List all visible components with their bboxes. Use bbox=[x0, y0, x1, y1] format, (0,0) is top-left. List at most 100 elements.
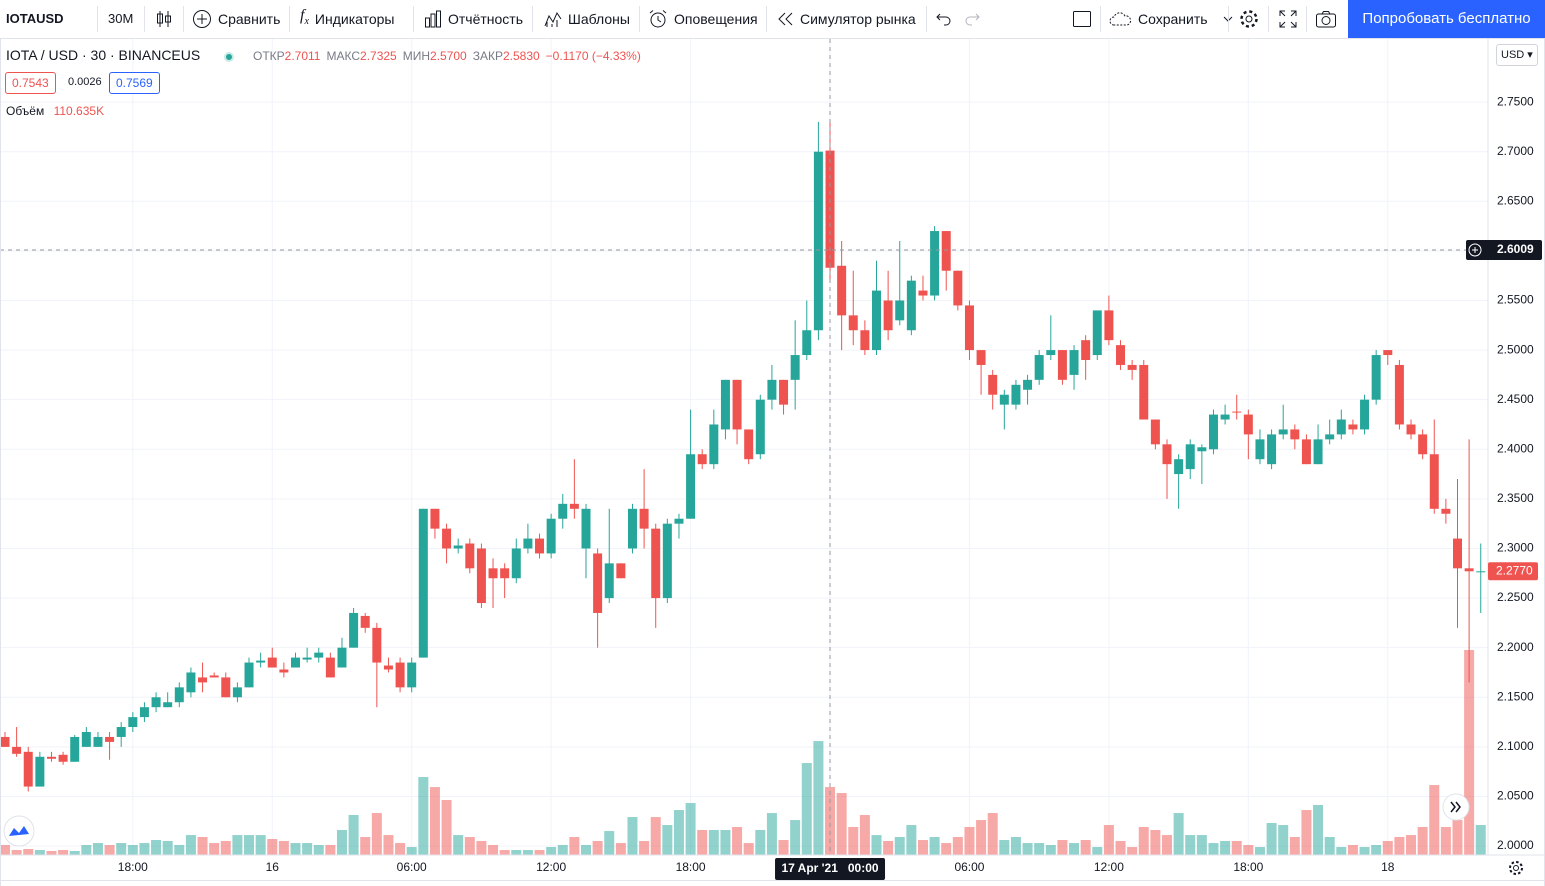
candle-body bbox=[1116, 345, 1126, 365]
y-tick-label: 2.2000 bbox=[1497, 640, 1534, 654]
ohlc-name: МИН bbox=[402, 49, 431, 63]
volume-bar bbox=[1208, 843, 1219, 855]
volume-bar bbox=[116, 843, 127, 855]
volume-bar bbox=[952, 837, 963, 855]
candle-body bbox=[535, 538, 545, 554]
divider bbox=[1268, 6, 1269, 32]
x-tick-label: 16 bbox=[266, 860, 280, 874]
settings-button[interactable] bbox=[1239, 0, 1259, 38]
candle-body bbox=[81, 731, 91, 747]
candle-body bbox=[325, 657, 335, 678]
candle-body bbox=[1267, 434, 1277, 465]
volume-bar bbox=[267, 839, 278, 855]
volume-bar bbox=[1440, 826, 1451, 855]
chart-type-button[interactable] bbox=[156, 0, 172, 38]
divider bbox=[532, 6, 533, 32]
candle-body bbox=[163, 702, 173, 708]
volume-bar bbox=[1080, 840, 1091, 855]
candle-body bbox=[0, 736, 10, 747]
volume-bar bbox=[1196, 835, 1207, 855]
volume-bar bbox=[685, 803, 696, 855]
toolbar: IOTAUSD 30M Сравнить fx Индикаторы Отчёт… bbox=[0, 0, 1545, 39]
status-dot-icon bbox=[224, 52, 234, 62]
camera-icon bbox=[1316, 11, 1336, 28]
candle-body bbox=[558, 503, 568, 519]
axis-settings-icon bbox=[1509, 861, 1523, 875]
currency-button[interactable]: USD ▾ bbox=[1496, 44, 1538, 66]
compare-button[interactable]: Сравнить bbox=[192, 0, 280, 38]
snapshot-button[interactable] bbox=[1315, 0, 1337, 38]
layout-button[interactable] bbox=[1072, 0, 1092, 38]
volume-bar bbox=[1429, 785, 1440, 855]
candle-body bbox=[1453, 538, 1462, 569]
volume-bar bbox=[1475, 825, 1486, 855]
volume-bar bbox=[859, 815, 870, 855]
volume-bar bbox=[1034, 843, 1045, 855]
volume-bar bbox=[336, 829, 347, 855]
candle-body bbox=[1104, 310, 1114, 341]
candle-body bbox=[569, 503, 579, 509]
volume-bar bbox=[1324, 837, 1335, 855]
try-free-button[interactable]: Попробовать бесплатно bbox=[1348, 0, 1545, 38]
axis-settings-center bbox=[1513, 865, 1519, 871]
candle-body bbox=[1348, 424, 1358, 430]
x-tick-label: 12:00 bbox=[536, 860, 566, 874]
divider bbox=[1228, 6, 1229, 32]
templates-button[interactable]: Шаблоны bbox=[544, 0, 630, 38]
volume-bar bbox=[255, 835, 266, 855]
candle-body bbox=[627, 508, 637, 549]
symbol[interactable]: IOTAUSD bbox=[6, 11, 64, 26]
volume-bar bbox=[662, 825, 673, 855]
interval[interactable]: 30M bbox=[108, 11, 134, 26]
indicators-button[interactable]: fx Индикаторы bbox=[300, 0, 395, 38]
y-tick-label: 2.1500 bbox=[1497, 689, 1534, 703]
candle-body bbox=[639, 508, 649, 529]
volume-bar bbox=[34, 850, 45, 855]
crosshair-price-label: 2.6009 bbox=[1497, 242, 1534, 256]
divider bbox=[1100, 6, 1101, 32]
volume-bar bbox=[0, 844, 10, 855]
volume-bar bbox=[476, 840, 487, 855]
ohlc-value: 2.5700 bbox=[430, 49, 467, 63]
y-tick-label: 2.4000 bbox=[1497, 441, 1534, 455]
ohlc-name: ЗАКР bbox=[472, 49, 503, 63]
volume-bar bbox=[209, 843, 220, 855]
volume-bar bbox=[778, 840, 789, 855]
volume-bar bbox=[185, 835, 196, 855]
volume-bar bbox=[151, 840, 162, 855]
financials-button[interactable]: Отчётность bbox=[424, 0, 523, 38]
candle-body bbox=[93, 736, 103, 747]
candle-body bbox=[244, 662, 254, 688]
undo-button[interactable] bbox=[936, 0, 952, 38]
volume-bar bbox=[569, 837, 580, 855]
candle-body bbox=[964, 305, 974, 351]
y-tick-label: 2.0000 bbox=[1497, 838, 1534, 852]
volume-bar bbox=[232, 835, 243, 855]
fx-icon: fx bbox=[300, 6, 309, 28]
volume-bar bbox=[976, 820, 987, 855]
fullscreen-button[interactable] bbox=[1279, 0, 1297, 38]
candle-body bbox=[395, 662, 405, 688]
candle-body bbox=[1139, 364, 1149, 420]
candle-body bbox=[465, 543, 475, 569]
alerts-button[interactable]: Оповещения bbox=[648, 0, 758, 38]
replay-button[interactable]: Симулятор рынка bbox=[778, 0, 916, 38]
templates-label: Шаблоны bbox=[568, 11, 630, 27]
divider bbox=[97, 6, 98, 32]
redo-button[interactable] bbox=[964, 0, 980, 38]
redo-icon bbox=[965, 13, 980, 26]
fullscreen-icon bbox=[1279, 10, 1297, 28]
volume-bar bbox=[790, 820, 801, 855]
candle-body bbox=[1208, 414, 1218, 450]
candle-body bbox=[523, 538, 533, 549]
candle-body bbox=[802, 330, 812, 356]
candle-body bbox=[860, 330, 870, 351]
candle-body bbox=[139, 707, 149, 718]
volume-bar bbox=[813, 741, 824, 855]
volume-bar bbox=[673, 810, 684, 855]
volume-bar bbox=[313, 844, 324, 855]
save-button[interactable]: Сохранить bbox=[1108, 0, 1234, 38]
volume-bar bbox=[302, 843, 313, 855]
